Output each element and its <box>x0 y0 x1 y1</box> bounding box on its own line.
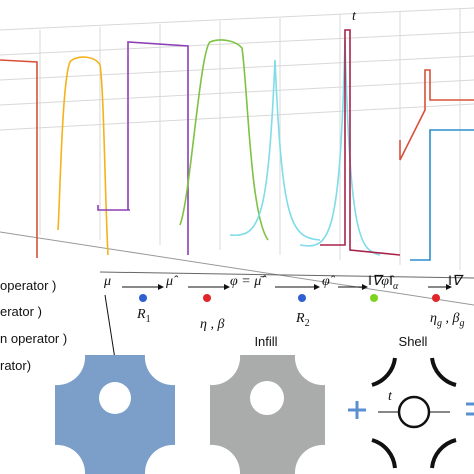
operator: R2 <box>295 311 310 329</box>
shell-label: Shell <box>399 334 428 349</box>
step: μ <box>103 274 111 289</box>
step: μ̂ <box>165 274 179 289</box>
plot-label: t <box>352 9 357 24</box>
curves <box>0 29 474 261</box>
legend-item: operator ) <box>0 278 56 293</box>
legend-item: rator) <box>0 358 31 373</box>
operator: ηg , βg <box>430 311 464 329</box>
operator: η , β <box>200 317 224 332</box>
step: φ̂ <box>322 274 336 289</box>
infill-label: Infill <box>254 334 277 349</box>
legend-item: erator ) <box>0 304 42 319</box>
operator: R1 <box>136 307 151 325</box>
shapes: Infill Shell t <box>55 334 474 474</box>
grid <box>0 7 474 306</box>
step: ‖∇φ̂‖α <box>368 274 399 292</box>
step: ‖∇ <box>448 274 464 289</box>
step: φ = μ̄̂ <box>230 274 267 289</box>
thickness-label: t <box>388 389 393 404</box>
legend-item: n operator ) <box>0 331 67 346</box>
